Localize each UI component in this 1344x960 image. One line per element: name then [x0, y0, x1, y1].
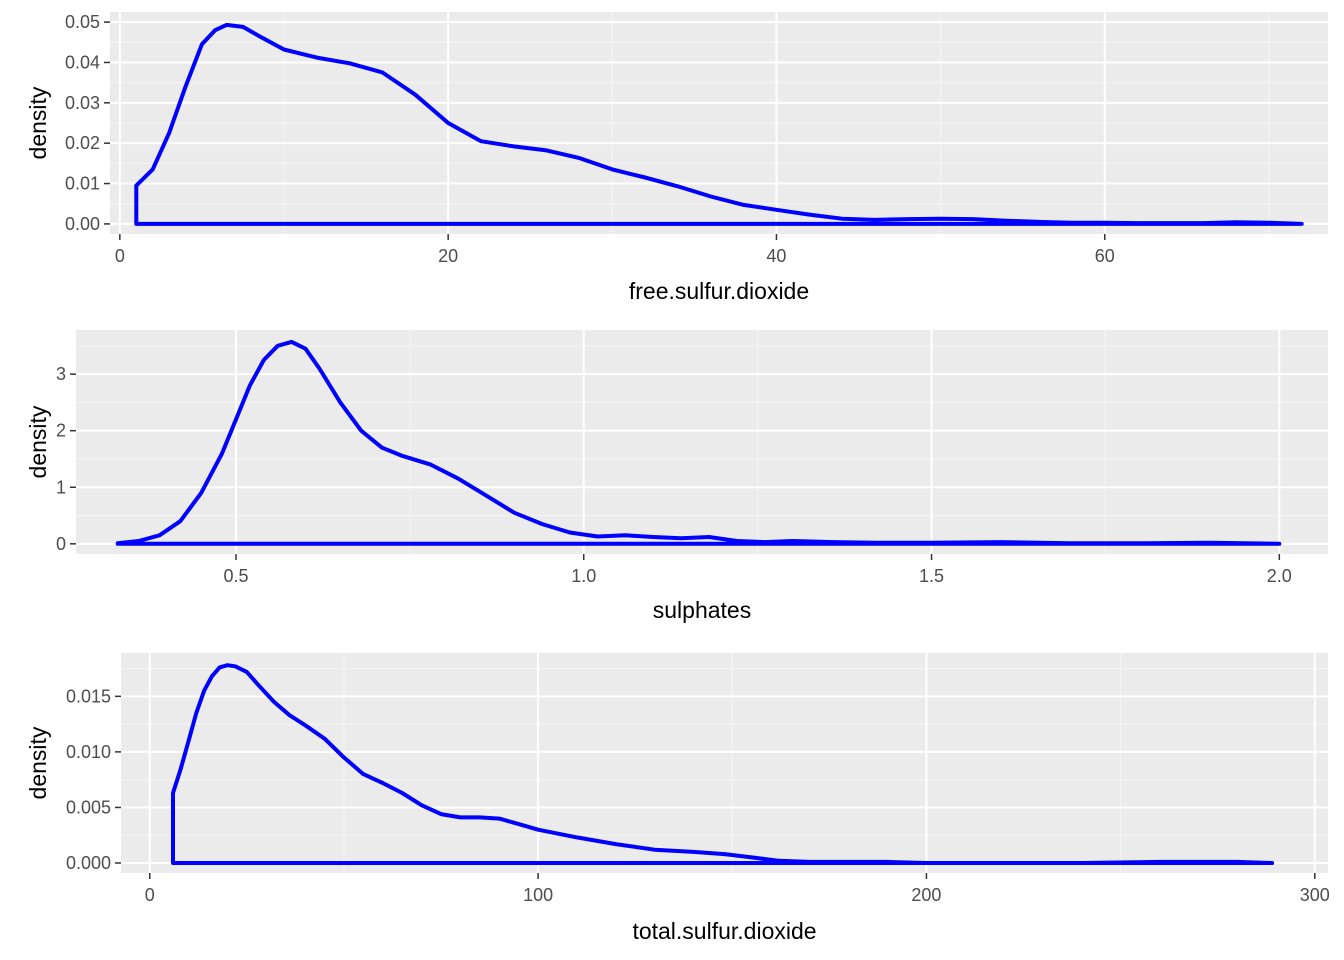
panel-background	[76, 330, 1328, 554]
y-tick-label: 0.010	[66, 742, 111, 762]
chart-panel-2: 0.5 1.0 1.5 2.0 0 1 2 3 sulphates density	[25, 330, 1328, 623]
y-tick-label: 0.04	[65, 52, 100, 72]
x-tick-label: 2.0	[1267, 566, 1292, 586]
x-tick-label: 100	[523, 885, 553, 905]
chart-panel-1: 0 20 40 60 0.00 0.01 0.02 0.03 0.04 0.05 free.sulf…	[25, 12, 1328, 304]
panel-background	[121, 653, 1328, 873]
x-axis-title: sulphates	[653, 597, 751, 623]
y-tick-label: 0.02	[65, 133, 100, 153]
x-tick-label: 0.5	[223, 566, 248, 586]
y-tick-label: 2	[56, 421, 66, 441]
x-tick-label: 1.5	[919, 566, 944, 586]
y-tick-label: 0	[56, 534, 66, 554]
x-tick-label: 1.0	[571, 566, 596, 586]
y-axis-title: density	[25, 405, 51, 478]
y-tick-label: 0.015	[66, 686, 111, 706]
y-axis-title: density	[25, 86, 51, 159]
y-tick-label: 0.005	[66, 797, 111, 817]
y-tick-label: 0.000	[66, 853, 111, 873]
y-axis-title: density	[25, 726, 51, 799]
y-tick-label: 0.01	[65, 174, 100, 194]
x-tick-label: 200	[911, 885, 941, 905]
y-tick-label: 0.00	[65, 214, 100, 234]
x-tick-label: 300	[1300, 885, 1330, 905]
x-tick-label: 60	[1095, 246, 1115, 266]
y-tick-label: 0.05	[65, 12, 100, 32]
x-tick-label: 40	[766, 246, 786, 266]
y-tick-label: 3	[56, 364, 66, 384]
y-tick-label: 0.03	[65, 93, 100, 113]
x-tick-label: 20	[438, 246, 458, 266]
x-tick-label: 0	[145, 885, 155, 905]
density-curve	[115, 339, 1282, 546]
density-curve	[171, 663, 1275, 865]
density-curve	[134, 22, 1304, 226]
x-axis-title: total.sulfur.dioxide	[632, 918, 816, 944]
chart-panel-3: 0 100 200 300 0.000 0.005 0.010 0.015 total.sulf…	[25, 653, 1330, 944]
x-tick-label: 0	[115, 246, 125, 266]
x-axis-title: free.sulfur.dioxide	[629, 278, 809, 304]
y-tick-label: 1	[56, 477, 66, 497]
